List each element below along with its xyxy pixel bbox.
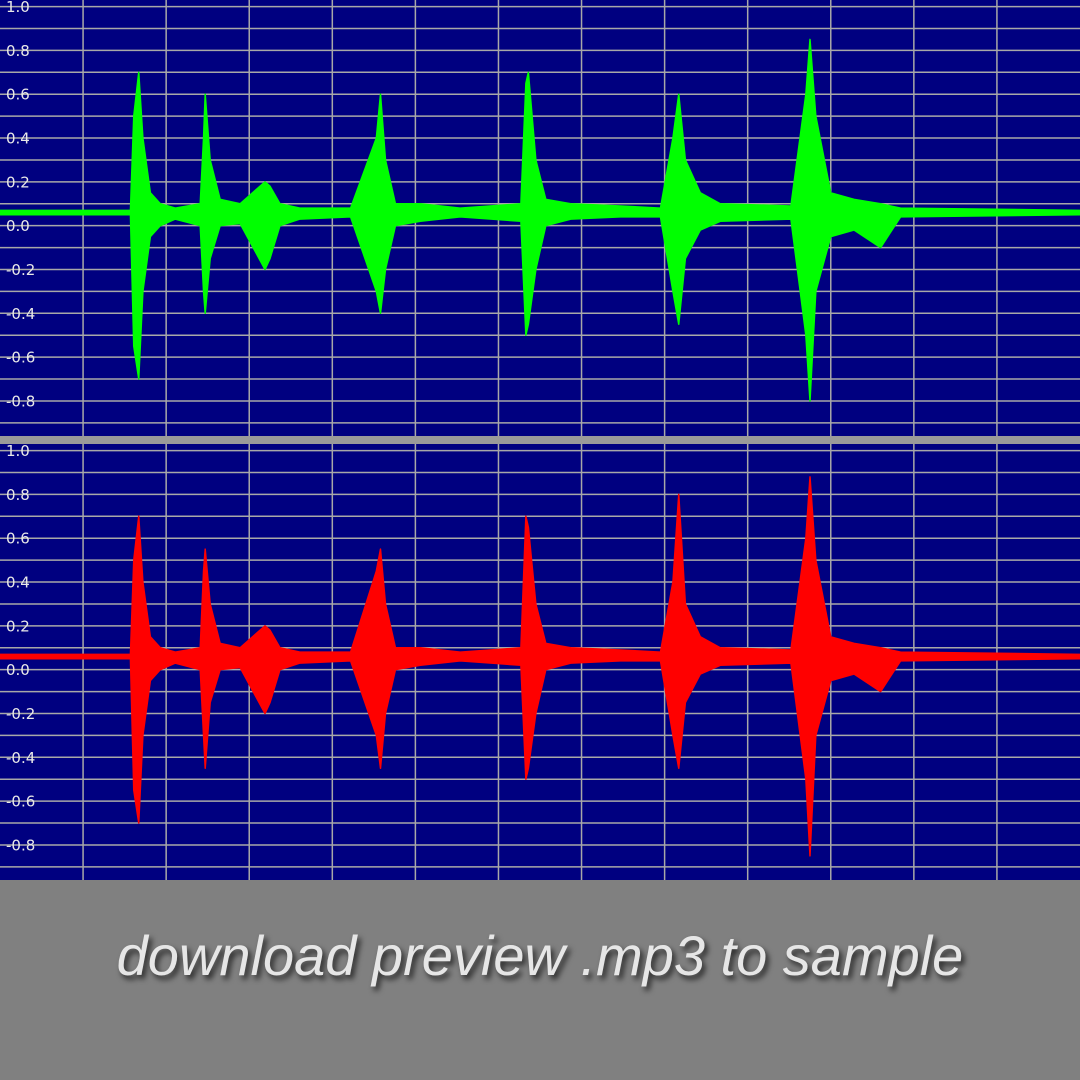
y-tick-label: 0.6 <box>6 86 30 104</box>
y-tick-label: -0.4 <box>6 749 35 767</box>
caption: download preview .mp3 to sample <box>117 924 964 987</box>
y-tick-label: 1.0 <box>6 0 30 16</box>
y-tick-label: 0.4 <box>6 130 30 148</box>
waveform <box>0 476 1080 857</box>
y-tick-label: 0.4 <box>6 574 30 592</box>
y-tick-label: 0.8 <box>6 486 30 504</box>
y-tick-label: -0.8 <box>6 836 35 854</box>
y-tick-label: 0.2 <box>6 173 30 191</box>
y-tick-label: -0.6 <box>6 349 35 367</box>
waveform <box>0 38 1080 402</box>
y-tick-label: 0.0 <box>6 661 30 679</box>
channel-separator <box>0 436 1080 444</box>
y-tick-label: -0.2 <box>6 261 35 279</box>
y-tick-label: 0.0 <box>6 217 30 235</box>
y-tick-label: 0.2 <box>6 617 30 635</box>
y-tick-label: -0.2 <box>6 705 35 723</box>
y-tick-label: -0.8 <box>6 392 35 410</box>
y-tick-label: -0.4 <box>6 305 35 323</box>
y-tick-label: 0.8 <box>6 42 30 60</box>
y-tick-label: 0.6 <box>6 530 30 548</box>
y-tick-label: -0.6 <box>6 793 35 811</box>
y-tick-label: 1.0 <box>6 442 30 460</box>
